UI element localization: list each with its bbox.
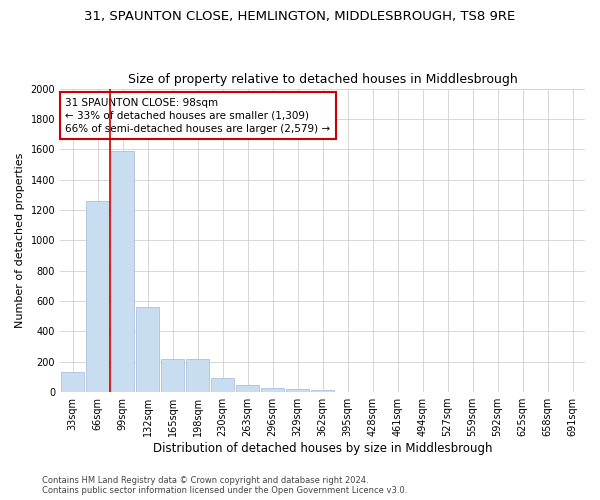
Y-axis label: Number of detached properties: Number of detached properties	[15, 152, 25, 328]
Text: 31, SPAUNTON CLOSE, HEMLINGTON, MIDDLESBROUGH, TS8 9RE: 31, SPAUNTON CLOSE, HEMLINGTON, MIDDLESB…	[85, 10, 515, 23]
X-axis label: Distribution of detached houses by size in Middlesbrough: Distribution of detached houses by size …	[153, 442, 492, 455]
Bar	[111, 151, 134, 392]
Bar	[136, 307, 159, 392]
Bar	[61, 372, 84, 392]
Bar	[261, 388, 284, 392]
Bar	[211, 378, 234, 392]
Bar	[311, 390, 334, 392]
Title: Size of property relative to detached houses in Middlesbrough: Size of property relative to detached ho…	[128, 73, 517, 86]
Bar	[236, 385, 259, 392]
Bar	[161, 358, 184, 392]
Text: Contains HM Land Registry data © Crown copyright and database right 2024.
Contai: Contains HM Land Registry data © Crown c…	[42, 476, 407, 495]
Bar	[86, 201, 109, 392]
Bar	[286, 390, 309, 392]
Text: 31 SPAUNTON CLOSE: 98sqm
← 33% of detached houses are smaller (1,309)
66% of sem: 31 SPAUNTON CLOSE: 98sqm ← 33% of detach…	[65, 98, 331, 134]
Bar	[186, 358, 209, 392]
